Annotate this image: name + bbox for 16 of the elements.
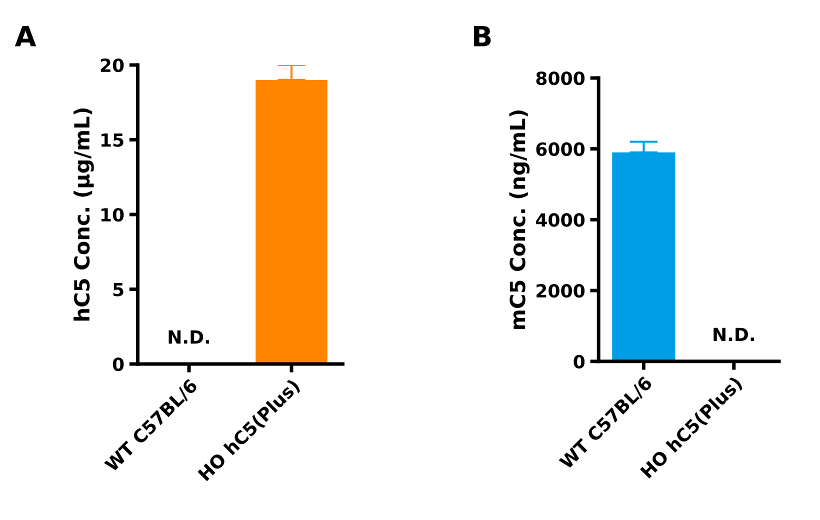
y-axis-title: hC5 Conc. (µg/mL) [74,108,94,321]
y-axis-title: mC5 Conc. (ng/mL) [509,110,530,330]
y-tick-label: 15 [101,133,124,147]
annotation: N.D. [714,328,754,341]
y-tick-label: 20 [100,58,124,72]
y-tick-label: 10 [101,208,124,222]
chart-title: B [474,26,491,46]
y-tick-label: 0 [112,357,124,372]
y-tick-label: 6000 [536,142,585,156]
y-tick-label: 4000 [536,213,585,227]
annotation: N.D. [168,330,210,344]
y-tick-label: 0 [574,354,585,369]
chart-title: A [14,26,36,46]
y-tick-label: 5 [113,282,124,296]
y-tick-label: 8000 [536,71,585,86]
y-tick-label: 2000 [536,284,585,298]
